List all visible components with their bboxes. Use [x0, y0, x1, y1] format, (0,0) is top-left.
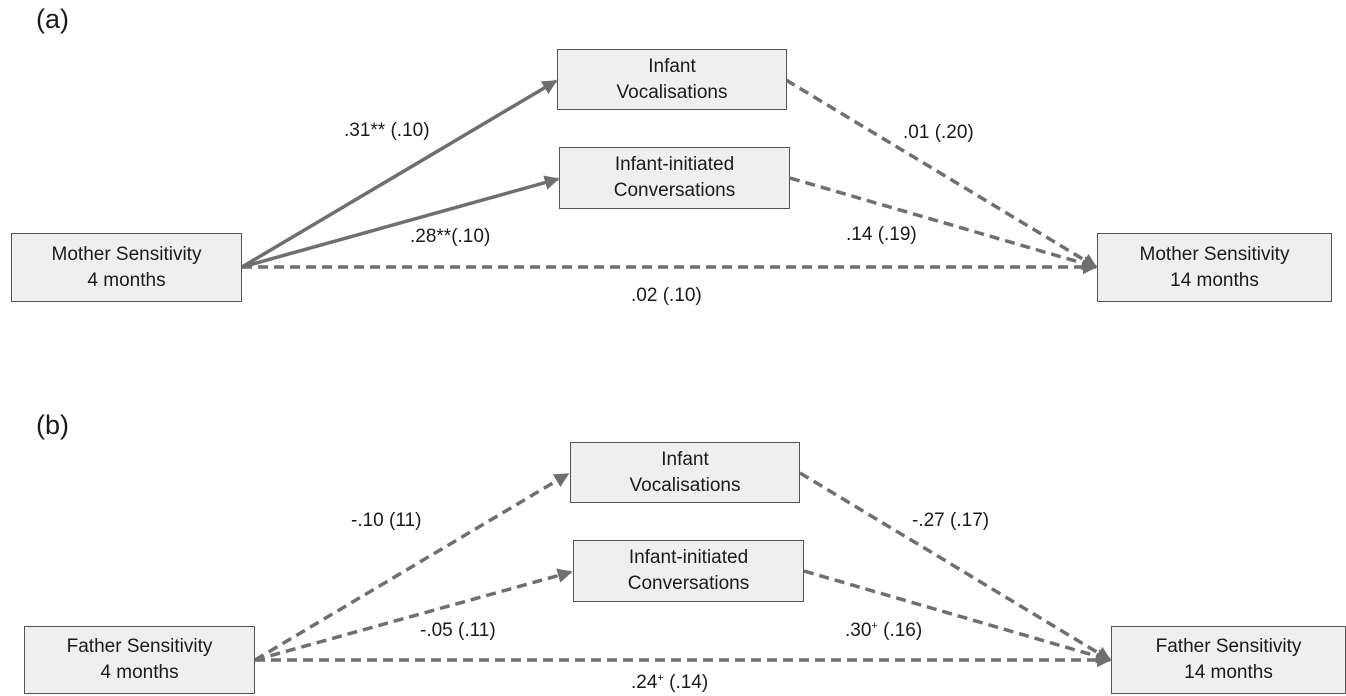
significance-marker: + [871, 620, 878, 632]
node-line-2: Vocalisations [616, 81, 728, 103]
arrow-a-predictor-to-vocal [241, 79, 558, 269]
coef-se: (.14) [663, 672, 709, 693]
node-line-2: 4 months [100, 662, 179, 683]
node-line-2: Vocalisations [629, 474, 741, 496]
coef-se: (.16) [877, 620, 923, 641]
coef-a-conv: -.05 (.11) [420, 620, 496, 641]
node-line-2: Conversations [627, 573, 750, 594]
node-line-1: Father Sensitivity [1155, 636, 1302, 657]
node-a-mother-sensitivity-14m: Mother Sensitivity 14 months [1097, 233, 1332, 302]
node-line-2: 14 months [1170, 269, 1259, 291]
node-line-1: Mother Sensitivity [1139, 243, 1290, 265]
coef-direct: .02 (.10) [631, 285, 702, 306]
node-a-mother-sensitivity-4m: Mother Sensitivity 4 months [11, 233, 242, 302]
panel-a-label: (a) [36, 4, 69, 34]
arrow-b-predictor-to-vocal [254, 472, 570, 662]
node-b-father-sensitivity-4m: Father Sensitivity 4 months [24, 626, 255, 694]
coef-b-vocal: .01 (.20) [903, 122, 974, 143]
node-b-infant-vocalisations: Infant Vocalisations [570, 442, 800, 503]
node-line-1: Father Sensitivity [66, 636, 213, 657]
arrow-a-predictor-to-conv [241, 175, 560, 269]
coef-a-conv: .28**(.10) [410, 226, 491, 247]
node-line-2: Conversations [613, 180, 736, 201]
coef-b-vocal: -.27 (.17) [912, 510, 990, 531]
node-line-1: Infant-initiated [614, 154, 735, 175]
node-line-2: 4 months [87, 269, 166, 291]
arrow-b-conv-to-outcome [803, 569, 1112, 664]
coef-a-vocal: .31** (.10) [344, 120, 430, 141]
node-line-1: Infant [661, 448, 709, 470]
node-b-infant-initiated-conversations: Infant-initiated Conversations [573, 540, 804, 602]
node-a-infant-vocalisations: Infant Vocalisations [557, 49, 787, 110]
panel-b-label: (b) [36, 410, 69, 440]
node-b-father-sensitivity-14m: Father Sensitivity 14 months [1111, 626, 1346, 694]
arrow-b-vocal-to-outcome [799, 471, 1112, 662]
arrow-a-vocal-to-outcome [785, 78, 1098, 269]
coef-a-vocal: -.10 (11) [351, 510, 422, 531]
node-line-1: Mother Sensitivity [51, 243, 202, 265]
node-a-infant-initiated-conversations: Infant-initiated Conversations [559, 147, 790, 209]
node-line-2: 14 months [1184, 662, 1273, 683]
coef-direct: .24+ (.14) [631, 672, 708, 694]
coef-value: .24 [631, 672, 658, 693]
significance-marker: + [657, 672, 664, 684]
node-line-1: Infant [648, 55, 696, 77]
coef-b-conv: .30+ (.16) [845, 620, 922, 642]
coef-value: .30 [845, 620, 872, 641]
coef-b-conv: .14 (.19) [846, 224, 917, 245]
arrow-b-predictor-to-conv [254, 568, 573, 662]
arrow-a-conv-to-outcome [789, 176, 1098, 271]
node-line-1: Infant-initiated [628, 547, 749, 568]
